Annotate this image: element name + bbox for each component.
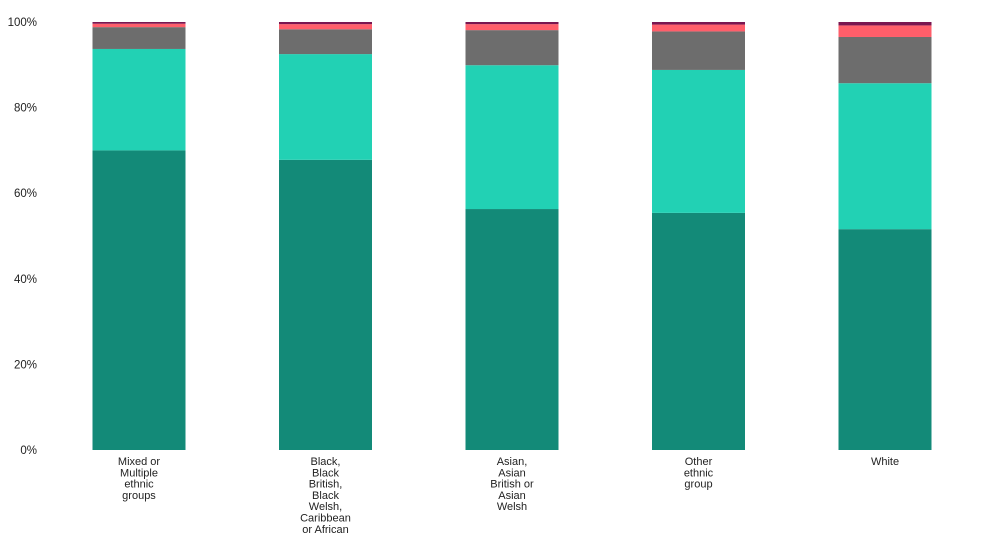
bar-segment-4-3 [652, 31, 745, 70]
bar-segment-3-4 [465, 24, 559, 31]
bar-segment-2-3 [279, 29, 372, 55]
bar-segment-1-5 [92, 22, 186, 24]
x-category-label-line: groups [122, 490, 156, 502]
x-category-label-line: Caribbean [300, 513, 351, 525]
bar-segment-5-2 [838, 83, 932, 230]
x-category-label-line: Black [312, 467, 339, 479]
bar-segment-3-3 [465, 30, 559, 66]
x-category-label: Black, Black British, Black Welsh, Caribbean o… [300, 456, 351, 536]
x-category-label: Mixed or Multiple ethnic groups [118, 456, 161, 502]
x-category-label-line: British, [309, 479, 343, 491]
x-category-label-line: Multiple [120, 467, 158, 479]
bar-segment-5-4 [838, 25, 932, 37]
bar-segment-2-2 [279, 54, 372, 160]
bar-segment-1-3 [92, 27, 186, 49]
bar-segment-4-2 [652, 69, 745, 213]
y-tick-label: 0% [20, 445, 37, 457]
bar-segment-2-1 [279, 159, 372, 451]
y-tick-label: 80% [14, 103, 37, 115]
y-tick-label: 60% [14, 188, 37, 200]
bar-segment-4-4 [652, 24, 745, 32]
bar-segment-3-5 [465, 22, 559, 25]
bar-segment-1-4 [92, 23, 186, 28]
x-category-label-line: Black [312, 490, 339, 502]
x-category-label-line: Black, [311, 456, 341, 468]
x-category-label-line: Welsh [497, 501, 527, 513]
y-axis: 0% 20% 40% 60% 80% 100% [8, 17, 37, 457]
x-category-label-line: or African [302, 524, 348, 536]
bar-segment-1-2 [92, 48, 186, 151]
y-tick-label: 100% [8, 17, 37, 29]
x-category-label-line: ethnic [684, 467, 714, 479]
x-category-label-line: Asian, [497, 456, 528, 468]
x-category-label-line: British or [490, 479, 534, 491]
bar-segment-5-5 [838, 22, 932, 26]
bar-segment-4-5 [652, 22, 745, 25]
bar-segment-3-1 [465, 209, 559, 450]
x-category-label-line: White [871, 456, 899, 468]
bars [92, 22, 932, 451]
x-category-label-line: Welsh, [309, 501, 342, 513]
bar-segment-1-1 [92, 150, 186, 450]
x-category-label-line: Mixed or [118, 456, 161, 468]
bar-segment-2-4 [279, 24, 372, 30]
bar-segment-5-1 [838, 229, 932, 450]
x-category-label-line: Other [685, 456, 713, 468]
x-category-label-line: Asian [498, 467, 526, 479]
x-category-label: Asian, Asian British or Asian Welsh [490, 456, 534, 513]
bar-segment-4-1 [652, 212, 745, 450]
x-category-label-line: ethnic [124, 479, 154, 491]
y-tick-label: 40% [14, 274, 37, 286]
bar-segment-3-2 [465, 65, 559, 210]
x-category-label-line: Asian [498, 490, 526, 502]
x-category-label: White [871, 456, 899, 468]
y-tick-label: 20% [14, 359, 37, 371]
x-category-label: Other ethnic group [684, 456, 714, 491]
bar-segment-5-3 [838, 36, 932, 84]
bar-segment-2-5 [279, 22, 372, 25]
x-category-label-line: group [684, 479, 712, 491]
